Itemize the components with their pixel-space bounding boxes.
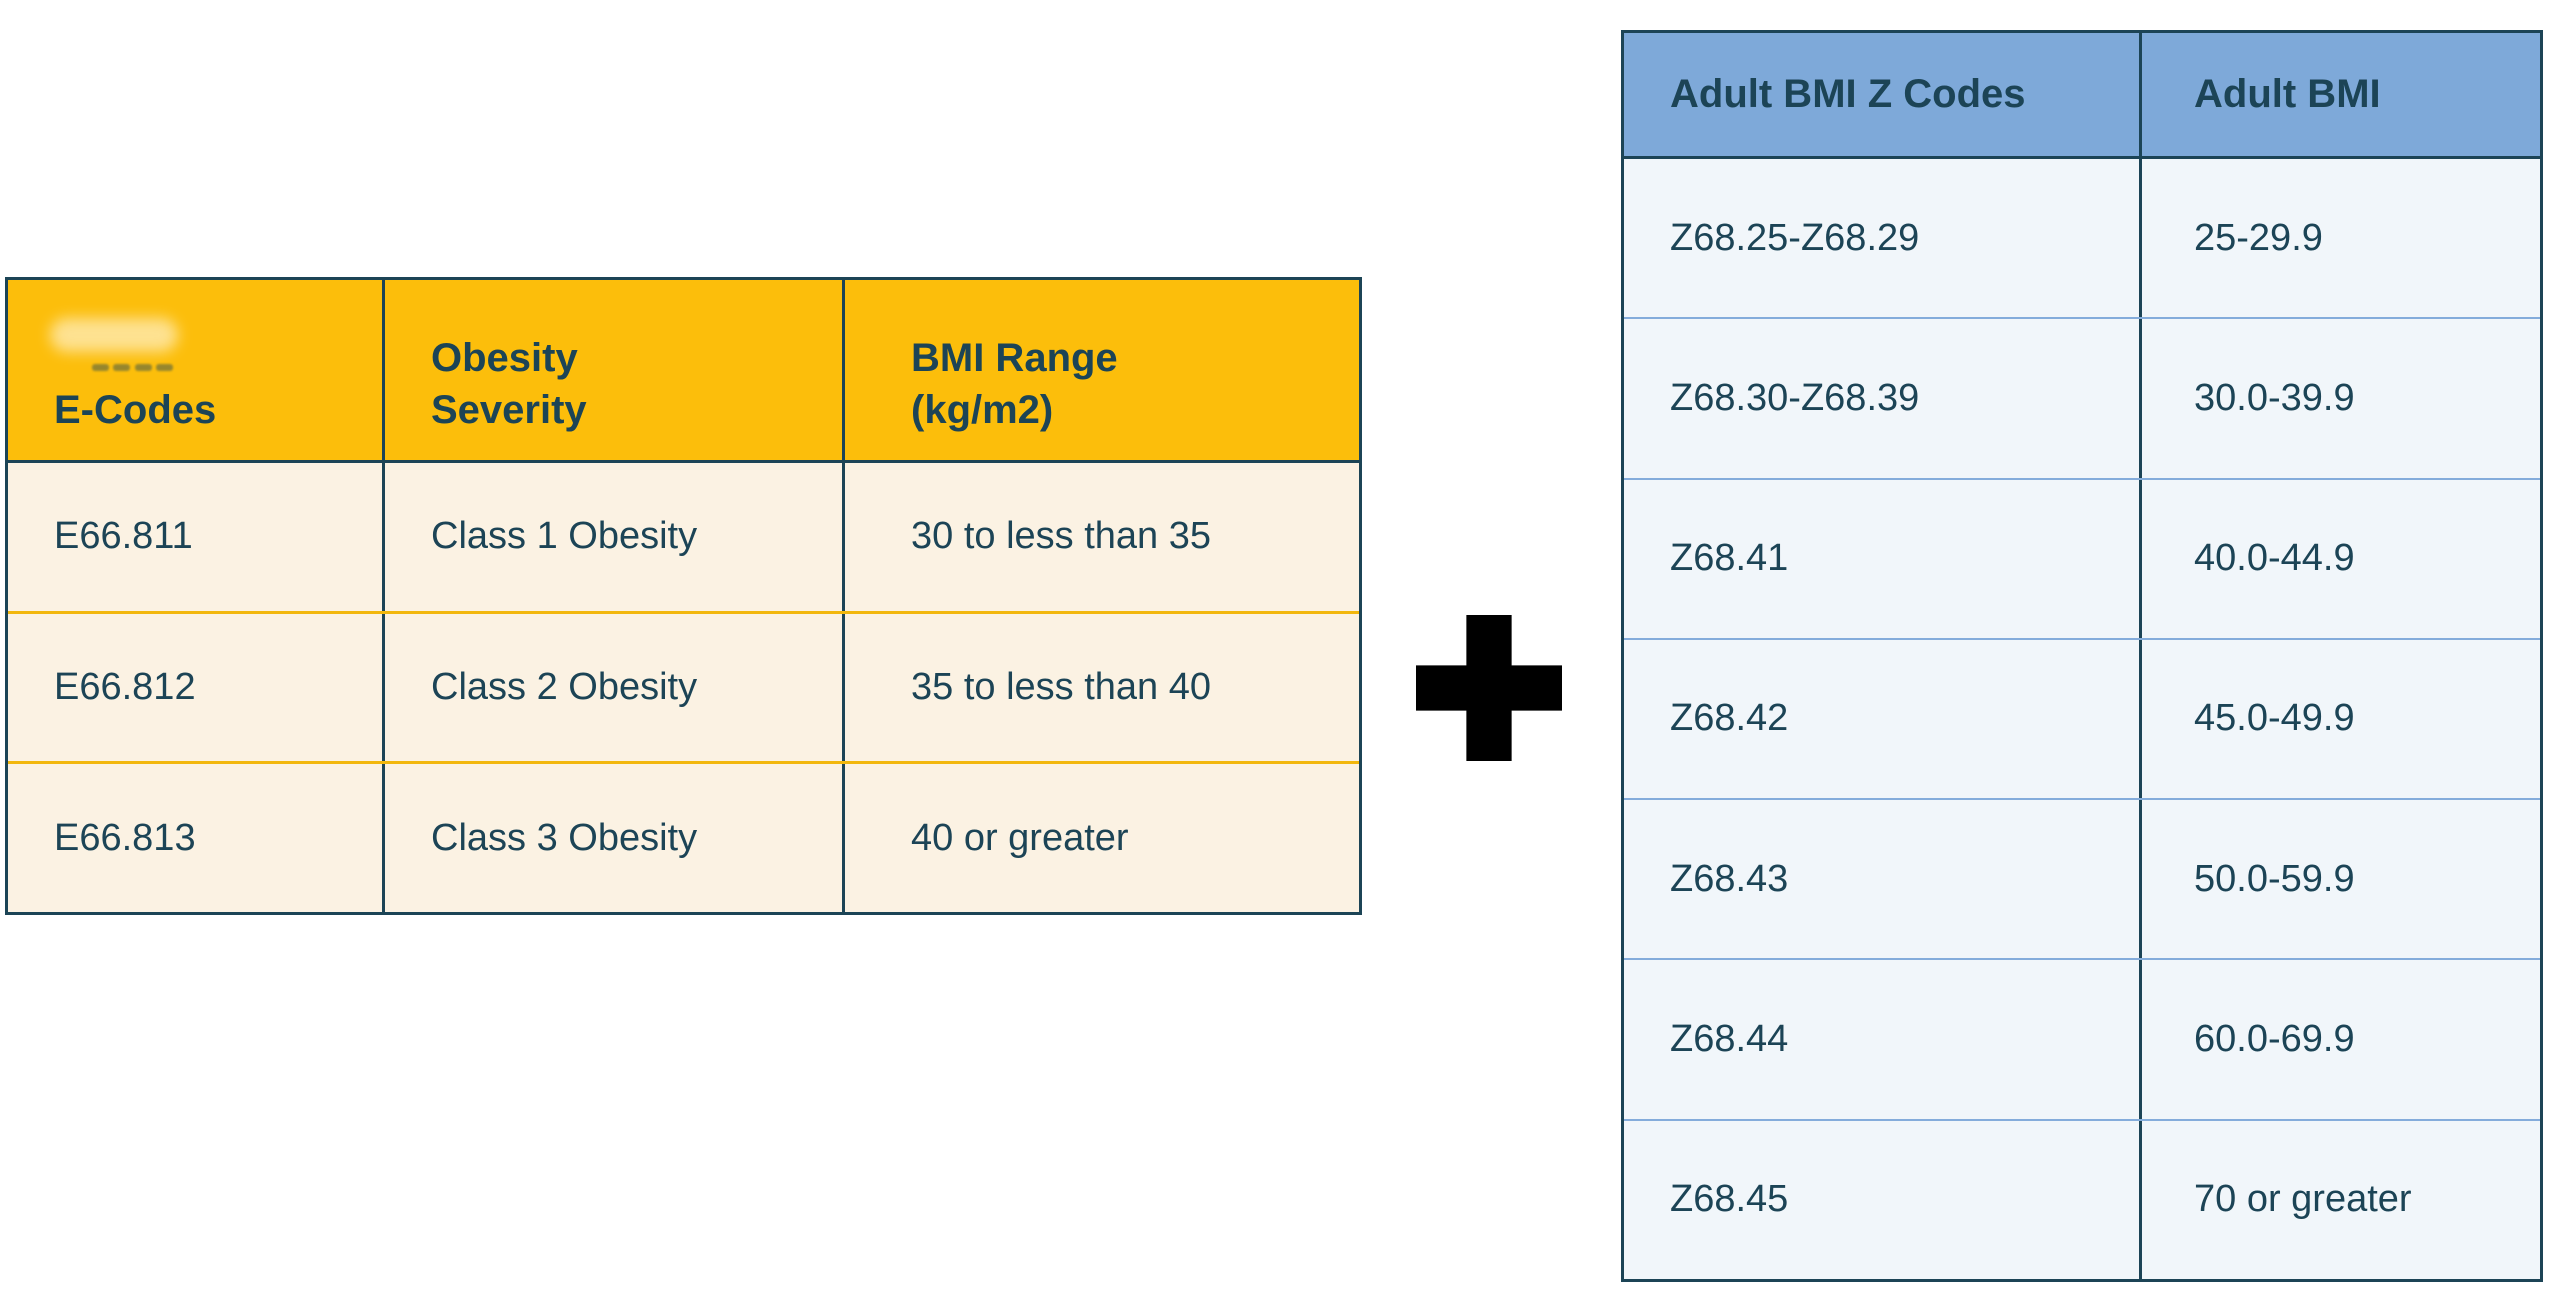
table-row: Z68.25-Z68.29 25-29.9 xyxy=(1624,159,2540,318)
cell-value: Z68.43 xyxy=(1670,857,1789,900)
cell-bmi: 70 or greater xyxy=(2139,1120,2540,1279)
cell-bmi: 25-29.9 xyxy=(2139,159,2540,318)
redacted-mark xyxy=(92,364,109,371)
redacted-mark xyxy=(113,364,130,371)
column-header-label: BMI Range (kg/m2) xyxy=(911,336,1118,432)
cell-bmi: 40.0-44.9 xyxy=(2139,479,2540,638)
cell-zcode: Z68.44 xyxy=(1624,960,2139,1118)
table-row: Z68.43 50.0-59.9 xyxy=(1624,798,2540,959)
cell-value: 60.0-69.9 xyxy=(2194,1018,2355,1061)
cell-zcode: Z68.30-Z68.39 xyxy=(1624,319,2139,477)
cell-bmi: 45.0-49.9 xyxy=(2139,639,2540,799)
cell-severity: Class 1 Obesity xyxy=(382,463,842,611)
zcodes-table: Adult BMI Z Codes Adult BMI Z68.25-Z68.2… xyxy=(1621,30,2543,1282)
cell-value: E66.811 xyxy=(54,515,193,558)
cell-zcode: Z68.42 xyxy=(1624,640,2139,798)
cell-value: 40 or greater xyxy=(911,816,1129,859)
cell-value: 45.0-49.9 xyxy=(2194,697,2355,740)
plus-icon xyxy=(1416,615,1562,761)
cell-value: Z68.45 xyxy=(1670,1178,1789,1221)
cell-value: Z68.25-Z68.29 xyxy=(1670,216,1920,259)
cell-ecode: E66.811 xyxy=(8,463,382,611)
ecodes-header-row: E-Codes Obesity Severity BMI Range (kg/m… xyxy=(8,280,1359,463)
cell-value: Class 2 Obesity xyxy=(431,666,698,708)
cell-value: 40.0-44.9 xyxy=(2194,537,2355,580)
ecodes-table: E-Codes Obesity Severity BMI Range (kg/m… xyxy=(5,277,1362,915)
cell-value: 35 to less than 40 xyxy=(911,666,1211,708)
cell-value: Class 1 Obesity xyxy=(431,515,698,558)
zcodes-header-row: Adult BMI Z Codes Adult BMI xyxy=(1624,33,2540,159)
cell-bmi-range: 35 to less than 40 xyxy=(842,613,1359,762)
zcodes-header-cell-codes: Adult BMI Z Codes xyxy=(1624,33,2139,156)
ecodes-header-cell-severity: Obesity Severity xyxy=(382,280,842,460)
table-row: Z68.41 40.0-44.9 xyxy=(1624,477,2540,638)
cell-zcode: Z68.41 xyxy=(1624,480,2139,638)
redacted-mark xyxy=(135,364,152,371)
column-header-label: Obesity Severity xyxy=(431,336,587,432)
cell-severity: Class 3 Obesity xyxy=(382,764,842,913)
cell-value: 30 to less than 35 xyxy=(911,515,1211,558)
ecodes-header-cell-bmi-range: BMI Range (kg/m2) xyxy=(842,280,1359,460)
cell-zcode: Z68.25-Z68.29 xyxy=(1624,159,2139,317)
cell-value: Z68.42 xyxy=(1670,697,1789,740)
table-row: E66.813 Class 3 Obesity 40 or greater xyxy=(8,761,1359,913)
table-row: Z68.30-Z68.39 30.0-39.9 xyxy=(1624,317,2540,478)
cell-bmi: 50.0-59.9 xyxy=(2139,800,2540,959)
table-row: E66.812 Class 2 Obesity 35 to less than … xyxy=(8,610,1359,762)
cell-ecode: E66.812 xyxy=(8,614,382,762)
cell-ecode: E66.813 xyxy=(8,764,382,912)
cell-severity: Class 2 Obesity xyxy=(382,613,842,762)
cell-value: 30.0-39.9 xyxy=(2194,376,2355,419)
cell-value: 70 or greater xyxy=(2194,1178,2412,1221)
cell-bmi: 60.0-69.9 xyxy=(2139,960,2540,1119)
ecodes-header-cell-ecodes: E-Codes xyxy=(8,280,382,460)
redacted-mark xyxy=(156,364,173,371)
cell-value: 50.0-59.9 xyxy=(2194,857,2355,900)
cell-bmi: 30.0-39.9 xyxy=(2139,319,2540,478)
cell-value: E66.812 xyxy=(54,666,196,708)
table-row: E66.811 Class 1 Obesity 30 to less than … xyxy=(8,463,1359,611)
table-row: Z68.44 60.0-69.9 xyxy=(1624,958,2540,1119)
cell-value: Z68.30-Z68.39 xyxy=(1670,376,1920,419)
cell-bmi-range: 40 or greater xyxy=(842,764,1359,913)
cell-value: E66.813 xyxy=(54,816,196,859)
cell-value: Z68.41 xyxy=(1670,537,1789,580)
cell-value: 25-29.9 xyxy=(2194,216,2323,259)
erased-text-smudge xyxy=(50,318,178,352)
column-header-label: Adult BMI Z Codes xyxy=(1670,72,2026,116)
table-row: Z68.45 70 or greater xyxy=(1624,1118,2540,1279)
column-header-label: E-Codes xyxy=(54,388,217,432)
zcodes-header-cell-bmi: Adult BMI xyxy=(2139,33,2540,156)
cell-zcode: Z68.45 xyxy=(1624,1121,2139,1279)
table-row: Z68.42 45.0-49.9 xyxy=(1624,637,2540,799)
cell-value: Class 3 Obesity xyxy=(431,816,698,859)
column-header-label: Adult BMI xyxy=(2194,72,2381,116)
cell-zcode: Z68.43 xyxy=(1624,800,2139,958)
cell-value: Z68.44 xyxy=(1670,1018,1789,1061)
cell-bmi-range: 30 to less than 35 xyxy=(842,463,1359,611)
